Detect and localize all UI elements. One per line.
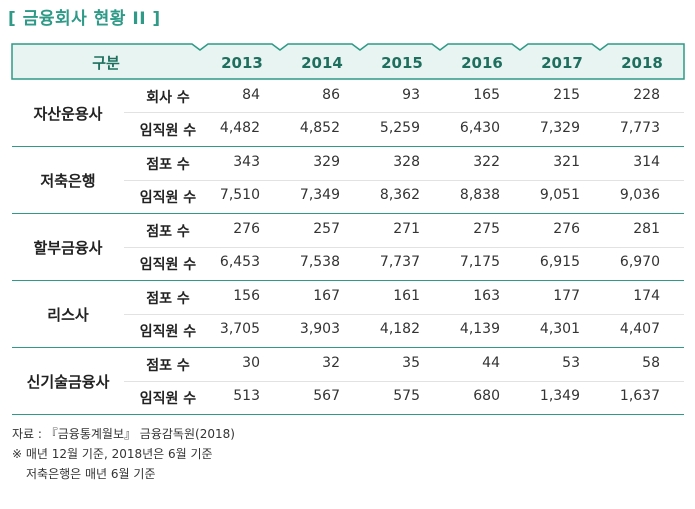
table-cell: 271 bbox=[393, 221, 420, 237]
row-divider bbox=[124, 381, 684, 382]
table-cell: 86 bbox=[322, 87, 340, 103]
metric-label: 임직원 수 bbox=[139, 391, 197, 407]
table-cell: 6,970 bbox=[619, 254, 660, 270]
table-cell: 3,705 bbox=[219, 321, 260, 337]
table-cell: 174 bbox=[633, 288, 660, 304]
table-cell: 177 bbox=[553, 288, 580, 304]
table-cell: 30 bbox=[242, 355, 260, 371]
table-cell: 228 bbox=[633, 87, 660, 103]
header-year-2016: 2016 bbox=[461, 54, 503, 72]
metric-label: 점포 수 bbox=[146, 157, 190, 173]
table-cell: 257 bbox=[313, 221, 340, 237]
metric-label: 임직원 수 bbox=[139, 257, 197, 273]
table-cell: 4,482 bbox=[219, 120, 260, 136]
category-label: 자산운용사 bbox=[33, 105, 103, 123]
table-group: 저축은행 점포 수 343 329 328 322 321 314 임직원 수 … bbox=[12, 147, 684, 214]
table-cell: 7,349 bbox=[299, 187, 340, 203]
table-cell: 165 bbox=[473, 87, 500, 103]
table-cell: 6,453 bbox=[219, 254, 260, 270]
table-cell: 53 bbox=[562, 355, 580, 371]
table-cell: 314 bbox=[633, 154, 660, 170]
savings-bank-note: 저축은행은 매년 6월 기준 bbox=[26, 467, 156, 481]
table-cell: 7,737 bbox=[379, 254, 420, 270]
header-category-label: 구분 bbox=[92, 54, 120, 72]
table-cell: 35 bbox=[402, 355, 420, 371]
table-cell: 5,259 bbox=[379, 120, 420, 136]
table-cell: 680 bbox=[473, 388, 500, 404]
table-group: 할부금융사 점포 수 276 257 271 275 276 281 임직원 수… bbox=[12, 214, 684, 281]
metric-label: 회사 수 bbox=[146, 90, 190, 106]
table-group: 리스사 점포 수 156 167 161 163 177 174 임직원 수 3… bbox=[12, 281, 684, 348]
table-cell: 163 bbox=[473, 288, 500, 304]
table-cell: 8,362 bbox=[379, 187, 420, 203]
table-cell: 156 bbox=[233, 288, 260, 304]
table-cell: 322 bbox=[473, 154, 500, 170]
category-label: 신기술금융사 bbox=[26, 373, 110, 391]
table-cell: 4,301 bbox=[539, 321, 580, 337]
table-cell: 6,430 bbox=[459, 120, 500, 136]
header-year-2014: 2014 bbox=[301, 54, 343, 72]
table-cell: 567 bbox=[313, 388, 340, 404]
row-divider bbox=[124, 112, 684, 113]
metric-label: 임직원 수 bbox=[139, 190, 197, 206]
basis-note: ※ 매년 12월 기준, 2018년은 6월 기준 bbox=[12, 447, 213, 461]
table-cell: 513 bbox=[233, 388, 260, 404]
table-cell: 1,637 bbox=[619, 388, 660, 404]
metric-label: 점포 수 bbox=[146, 291, 190, 307]
metric-label: 임직원 수 bbox=[139, 123, 197, 139]
table-group: 자산운용사 회사 수 84 86 93 165 215 228 임직원 수 4,… bbox=[12, 79, 684, 147]
table-cell: 161 bbox=[393, 288, 420, 304]
source-note: 자료 : 『금융통계월보』 금융감독원(2018) bbox=[12, 427, 235, 441]
row-divider bbox=[124, 314, 684, 315]
table-cell: 7,773 bbox=[619, 120, 660, 136]
row-divider bbox=[124, 247, 684, 248]
table-cell: 7,538 bbox=[299, 254, 340, 270]
category-label: 리스사 bbox=[47, 306, 89, 324]
table-header-background bbox=[11, 43, 685, 80]
footnotes: 자료 : 『금융통계월보』 금융감독원(2018) ※ 매년 12월 기준, 2… bbox=[12, 424, 235, 484]
table-cell: 32 bbox=[322, 355, 340, 371]
header-year-2018: 2018 bbox=[621, 54, 663, 72]
table-cell: 9,036 bbox=[619, 187, 660, 203]
table-cell: 215 bbox=[553, 87, 580, 103]
table-cell: 4,852 bbox=[299, 120, 340, 136]
table-cell: 328 bbox=[393, 154, 420, 170]
header-year-2013: 2013 bbox=[221, 54, 263, 72]
table-cell: 343 bbox=[233, 154, 260, 170]
table-cell: 4,139 bbox=[459, 321, 500, 337]
table-cell: 8,838 bbox=[459, 187, 500, 203]
table-cell: 276 bbox=[233, 221, 260, 237]
table-cell: 7,510 bbox=[219, 187, 260, 203]
table-cell: 9,051 bbox=[539, 187, 580, 203]
table-cell: 3,903 bbox=[299, 321, 340, 337]
table-cell: 321 bbox=[553, 154, 580, 170]
table-cell: 275 bbox=[473, 221, 500, 237]
table-cell: 6,915 bbox=[539, 254, 580, 270]
row-divider bbox=[124, 180, 684, 181]
table-cell: 7,329 bbox=[539, 120, 580, 136]
table-cell: 93 bbox=[402, 87, 420, 103]
table-cell: 329 bbox=[313, 154, 340, 170]
table-cell: 58 bbox=[642, 355, 660, 371]
table-cell: 276 bbox=[553, 221, 580, 237]
page-title: [ 금융회사 현황 II ] bbox=[8, 9, 161, 29]
category-label: 할부금융사 bbox=[33, 239, 103, 257]
table-cell: 575 bbox=[393, 388, 420, 404]
header-year-2015: 2015 bbox=[381, 54, 423, 72]
table-cell: 167 bbox=[313, 288, 340, 304]
metric-label: 점포 수 bbox=[146, 358, 190, 374]
table-cell: 44 bbox=[482, 355, 500, 371]
table-cell: 7,175 bbox=[459, 254, 500, 270]
table-cell: 4,182 bbox=[379, 321, 420, 337]
metric-label: 임직원 수 bbox=[139, 324, 197, 340]
table-cell: 4,407 bbox=[619, 321, 660, 337]
table-cell: 281 bbox=[633, 221, 660, 237]
table-group: 신기술금융사 점포 수 30 32 35 44 53 58 임직원 수 513 … bbox=[12, 348, 684, 415]
category-label: 저축은행 bbox=[40, 172, 96, 190]
table-cell: 1,349 bbox=[539, 388, 580, 404]
table-cell: 84 bbox=[242, 87, 260, 103]
metric-label: 점포 수 bbox=[146, 224, 190, 240]
header-year-2017: 2017 bbox=[541, 54, 583, 72]
